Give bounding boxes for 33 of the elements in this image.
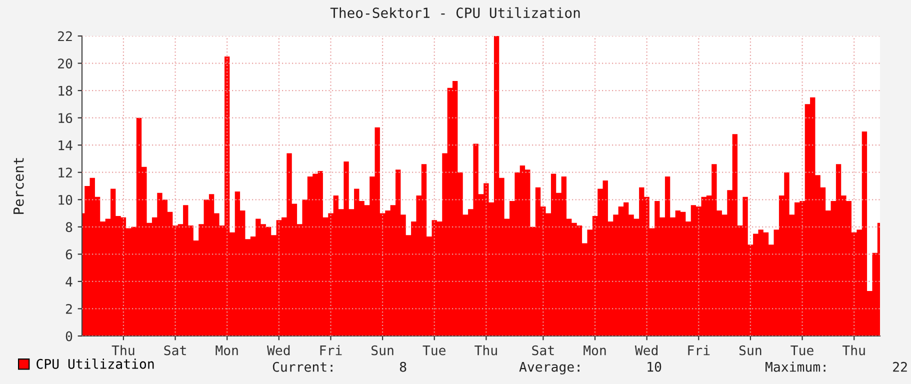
x-tick-label: Mon xyxy=(216,346,238,356)
x-tick-label: Wed xyxy=(266,345,290,356)
x-tick-label: Sat xyxy=(532,345,554,356)
y-tick-label: 0 xyxy=(66,331,72,342)
y-tick-label: 20 xyxy=(58,58,72,69)
y-axis-title: Percent xyxy=(14,158,24,214)
legend-label: CPU Utilization xyxy=(36,358,154,369)
chart-title: Theo-Sektor1 - CPU Utilization xyxy=(330,7,580,18)
x-tick-label: Sat xyxy=(164,345,186,356)
y-tick-label: 18 xyxy=(58,86,72,96)
x-tick-label: Fri xyxy=(320,345,342,356)
text: Average: 10 xyxy=(519,362,662,374)
x-tick-label: Fri xyxy=(688,345,710,356)
y-tick-label: 16 xyxy=(58,113,72,124)
x-tick-label: Tue xyxy=(790,346,814,356)
x-tick-label: Wed xyxy=(634,345,658,356)
y-tick-label: 12 xyxy=(58,168,72,178)
y-tick-label: 6 xyxy=(66,249,72,260)
y-tick-label: 14 xyxy=(58,140,72,150)
x-tick-label: Tue xyxy=(422,346,446,356)
y-tick-label: 10 xyxy=(58,194,72,205)
y-tick-label: 2 xyxy=(66,304,72,314)
x-tick-label: Thu xyxy=(842,345,865,356)
x-tick-label: Sun xyxy=(372,345,394,356)
y-tick-label: 4 xyxy=(66,276,72,286)
x-tick-label: Mon xyxy=(584,346,606,356)
x-tick-label: Thu xyxy=(474,345,497,356)
x-tick-label: Thu xyxy=(112,345,134,356)
text: Current: 8 xyxy=(272,362,406,372)
text: Maximum: 22 xyxy=(766,362,907,372)
y-tick-label: 22 xyxy=(58,31,72,42)
x-tick-label: Sun xyxy=(739,345,762,356)
y-tick-label: 8 xyxy=(66,222,72,232)
